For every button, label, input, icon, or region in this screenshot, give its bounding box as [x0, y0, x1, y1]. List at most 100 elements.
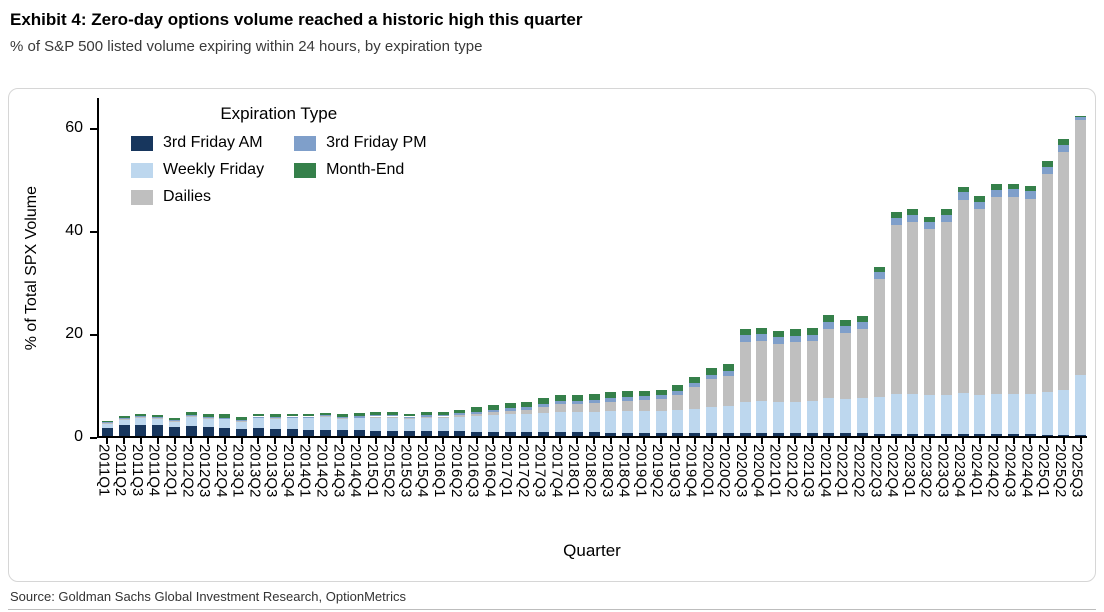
bar-segment-3rd-friday-am	[689, 432, 701, 436]
bar-2013Q4	[286, 98, 298, 436]
bar-segment-3rd-friday-am	[387, 430, 399, 436]
bar-segment-3rd-friday-am	[706, 432, 717, 436]
y-tick-label: 40	[65, 221, 83, 239]
bar-2015Q2	[387, 98, 399, 436]
bar-segment-3rd-friday-pm	[622, 396, 634, 401]
bar-segment-3rd-friday-pm	[773, 337, 785, 344]
legend-label-weekly-friday: Weekly Friday	[163, 161, 265, 178]
bar-segment-3rd-friday-am	[1058, 434, 1070, 436]
y-tick-label: 60	[65, 118, 83, 136]
x-tick-label: 2023Q1	[900, 444, 918, 498]
x-tick	[106, 438, 109, 444]
bar-segment-3rd-friday-am	[353, 430, 365, 436]
bar-segment-dailies	[269, 417, 281, 419]
legend-item-month-end: Month-End	[294, 161, 426, 179]
bar-segment-3rd-friday-pm	[1058, 145, 1070, 153]
bar-segment-weekly-friday	[806, 400, 818, 434]
x-tick-label: 2015Q3	[397, 444, 415, 498]
y-tick-label: 0	[74, 428, 83, 445]
bar-segment-3rd-friday-am	[957, 433, 969, 436]
bar-segment-month-end	[907, 209, 919, 215]
x-tick-label: 2025Q1	[1035, 444, 1053, 498]
x-tick-label: 2012Q1	[162, 444, 180, 498]
bar-segment-3rd-friday-am	[890, 433, 902, 436]
x-tick	[861, 438, 864, 444]
bar-segment-3rd-friday-pm	[538, 403, 550, 407]
x-tick-label: 2014Q1	[296, 444, 314, 498]
bar-segment-3rd-friday-am	[185, 425, 197, 436]
bar-segment-dailies	[185, 415, 197, 417]
bar-segment-dailies	[622, 400, 634, 412]
bar-segment-3rd-friday-pm	[219, 417, 231, 419]
bar-segment-month-end	[655, 389, 667, 396]
bar-segment-month-end	[101, 420, 113, 423]
bar-2018Q2	[588, 98, 600, 436]
bar-segment-3rd-friday-pm	[974, 201, 986, 209]
legend-swatch-dailies	[131, 189, 153, 205]
bar-segment-month-end	[756, 327, 768, 334]
x-tick-label: 2022Q3	[867, 444, 885, 498]
bar-segment-3rd-friday-pm	[1041, 166, 1053, 174]
bar-segment-month-end	[269, 414, 281, 417]
bar-segment-weekly-friday	[756, 400, 768, 434]
x-tick	[173, 438, 176, 444]
bar-segment-3rd-friday-pm	[437, 414, 449, 417]
x-tick	[895, 438, 897, 444]
bar-segment-month-end	[286, 413, 298, 417]
bar-segment-3rd-friday-pm	[420, 415, 432, 417]
bar-segment-3rd-friday-pm	[940, 214, 952, 222]
bar-2021Q4	[823, 98, 835, 436]
bar-segment-month-end	[454, 409, 466, 414]
x-tick	[593, 438, 595, 444]
x-tick-label: 2020Q4	[749, 444, 767, 498]
bar-segment-dailies	[487, 412, 499, 416]
x-tick-label: 2018Q4	[615, 444, 633, 498]
bar-2023Q3	[940, 98, 952, 436]
bar-segment-dailies	[420, 417, 432, 418]
bar-segment-3rd-friday-pm	[202, 417, 214, 418]
bar-2011Q4	[152, 98, 164, 436]
bar-segment-weekly-friday	[185, 416, 197, 426]
bar-segment-3rd-friday-am	[571, 432, 583, 436]
bar-segment-month-end	[823, 315, 835, 322]
x-tick-label: 2025Q2	[1051, 444, 1069, 498]
legend-label-month-end: Month-End	[326, 161, 405, 178]
bar-segment-3rd-friday-pm	[991, 189, 1003, 197]
bar-segment-month-end	[773, 330, 785, 338]
bar-segment-weekly-friday	[1024, 393, 1036, 434]
bar-segment-dailies	[538, 406, 550, 413]
bar-segment-dailies	[1024, 198, 1036, 394]
bar-segment-month-end	[991, 184, 1003, 190]
x-tick-label: 2012Q4	[212, 444, 230, 498]
bar-segment-3rd-friday-pm	[638, 396, 650, 400]
bar-segment-3rd-friday-am	[286, 429, 298, 436]
y-axis-title-text: % of Total SPX Volume	[23, 185, 40, 351]
bar-segment-month-end	[1041, 160, 1053, 167]
x-tick	[576, 438, 579, 444]
bar-segment-3rd-friday-am	[773, 433, 785, 436]
x-tick-label: 2018Q1	[565, 444, 583, 498]
bar-segment-weekly-friday	[924, 395, 936, 434]
bar-segment-3rd-friday-pm	[1024, 191, 1036, 199]
bar-2011Q3	[135, 98, 147, 436]
bar-segment-3rd-friday-pm	[823, 321, 835, 329]
x-tick	[123, 438, 126, 444]
x-tick-label: 2023Q3	[934, 444, 952, 498]
bar-segment-3rd-friday-pm	[957, 192, 969, 200]
bar-segment-weekly-friday	[169, 421, 180, 428]
bar-segment-dailies	[336, 417, 348, 419]
bar-segment-weekly-friday	[303, 418, 315, 430]
source-note: Source: Goldman Sachs Global Investment …	[10, 589, 406, 604]
bar-segment-3rd-friday-am	[554, 432, 566, 436]
bar-segment-3rd-friday-am	[320, 429, 331, 436]
bar-segment-3rd-friday-am	[823, 433, 835, 436]
x-tick-label: 2018Q3	[598, 444, 616, 498]
bar-segment-weekly-friday	[370, 417, 382, 431]
y-axis-title: % of Total SPX Volume	[19, 98, 45, 438]
bar-segment-dailies	[370, 416, 382, 418]
bar-segment-3rd-friday-pm	[252, 416, 264, 418]
bar-segment-weekly-friday	[689, 409, 701, 433]
x-tick	[744, 438, 746, 444]
bar-segment-weekly-friday	[773, 401, 785, 434]
x-tick	[525, 438, 528, 444]
